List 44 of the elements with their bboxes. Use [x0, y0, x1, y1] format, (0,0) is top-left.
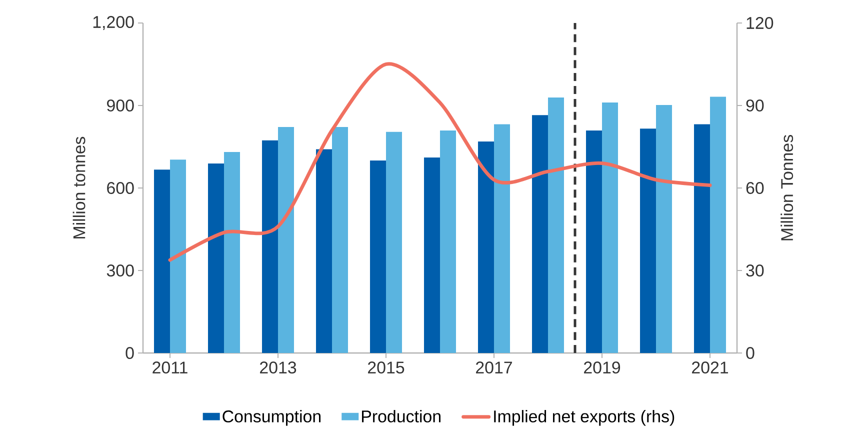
x-tick-label: 2021 [692, 362, 728, 374]
bar [424, 157, 440, 353]
bar [278, 126, 294, 353]
bar [532, 115, 548, 353]
y2-axis-title: Million Tonnes [780, 134, 794, 240]
y2-tick-label: 0 [746, 347, 754, 359]
bar [262, 140, 278, 353]
y-tick-label: 300 [106, 264, 134, 276]
x-tick-label: 2015 [368, 362, 404, 374]
bar [154, 170, 170, 353]
y2-tick-label: 60 [746, 182, 764, 194]
y2-tick-label: 120 [746, 17, 774, 29]
x-tick-label: 2011 [152, 362, 188, 374]
bar [640, 128, 656, 353]
bar [548, 98, 564, 353]
y-tick-label: 1,200 [93, 16, 134, 30]
legend-label: Consumption [222, 410, 321, 426]
y2-tick-label: 90 [746, 100, 764, 112]
x-tick-label: 2013 [260, 362, 296, 374]
bar [602, 102, 618, 353]
y-tick-label: 0 [126, 347, 134, 359]
y-axis-title: Million tonnes [72, 136, 86, 238]
legend-label: Production [362, 410, 440, 422]
line-series [168, 62, 712, 262]
bar [586, 130, 602, 353]
bar [656, 104, 672, 353]
y2-tick-label: 30 [746, 264, 764, 276]
y-tick-label: 600 [107, 182, 134, 194]
bar [710, 96, 726, 353]
bar [386, 132, 402, 353]
bar [224, 152, 240, 353]
bar [494, 124, 510, 353]
bar [332, 126, 348, 353]
y-tick-label: 900 [107, 100, 134, 112]
bar [370, 160, 386, 353]
bar [208, 164, 224, 353]
legend-label: Implied net exports (rhs) [494, 410, 674, 426]
bar [478, 142, 494, 353]
bar [440, 130, 456, 353]
x-tick-label: 2017 [476, 362, 512, 374]
bar [316, 149, 332, 353]
bar [170, 160, 186, 353]
x-tick-label: 2019 [584, 362, 620, 374]
bar [694, 124, 710, 353]
